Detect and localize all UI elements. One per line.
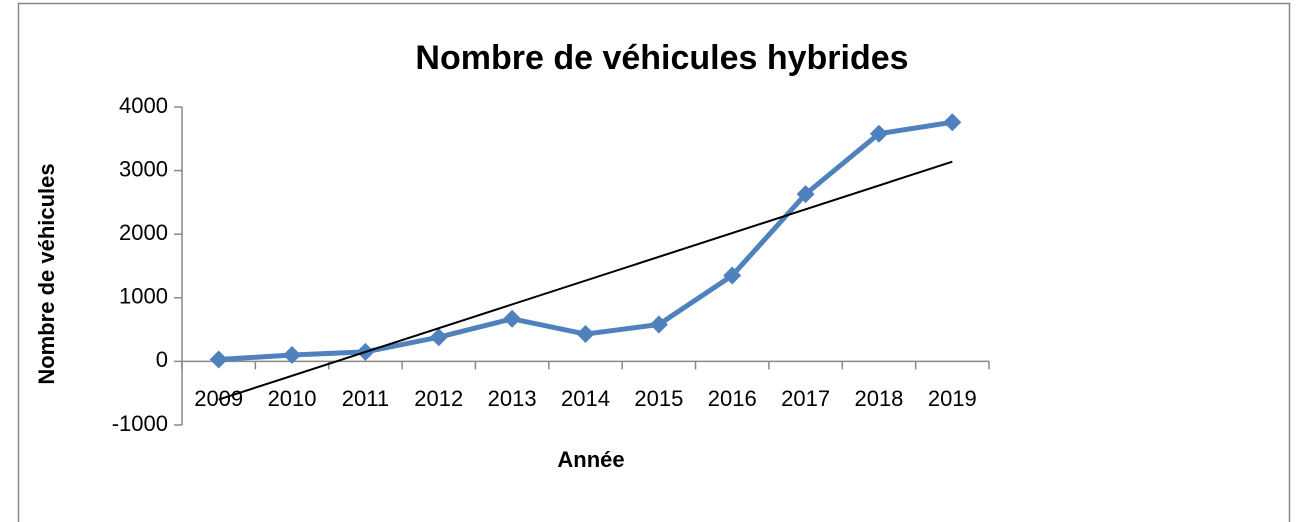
data-point	[943, 113, 962, 132]
y-tick-label: 4000	[119, 93, 168, 118]
y-tick-label: 2000	[119, 220, 168, 245]
chart-border	[17, 2, 1291, 522]
x-axis-label: Année	[557, 447, 624, 472]
y-tick-label: -1000	[112, 411, 168, 436]
trendline	[218, 160, 953, 401]
x-tick-label: 2009	[194, 386, 243, 411]
y-tick-label: 3000	[119, 156, 168, 181]
data-point	[209, 350, 228, 369]
data-point	[796, 185, 815, 204]
x-tick-label: 2011	[342, 386, 389, 411]
x-tick-label: 2017	[781, 386, 830, 411]
data-point	[503, 309, 522, 328]
x-tick-label: 2012	[414, 386, 463, 411]
data-point	[723, 266, 742, 285]
x-tick-label: 2018	[854, 386, 903, 411]
x-tick-label: 2016	[708, 386, 757, 411]
data-point	[869, 124, 888, 143]
x-tick-label: 2019	[928, 386, 977, 411]
y-axis-label: Nombre de véhicules	[34, 163, 59, 384]
chart-title: Nombre de véhicules hybrides	[415, 39, 908, 77]
x-tick-label: 2015	[634, 386, 683, 411]
y-tick-label: 0	[156, 347, 168, 372]
x-tick-label: 2010	[268, 386, 317, 411]
x-tick-label: 2013	[488, 386, 537, 411]
data-point	[283, 346, 302, 365]
data-point	[429, 328, 448, 347]
y-tick-label: 1000	[119, 284, 168, 309]
data-point	[576, 325, 595, 344]
data-point	[649, 315, 668, 334]
x-tick-label: 2014	[561, 386, 610, 411]
